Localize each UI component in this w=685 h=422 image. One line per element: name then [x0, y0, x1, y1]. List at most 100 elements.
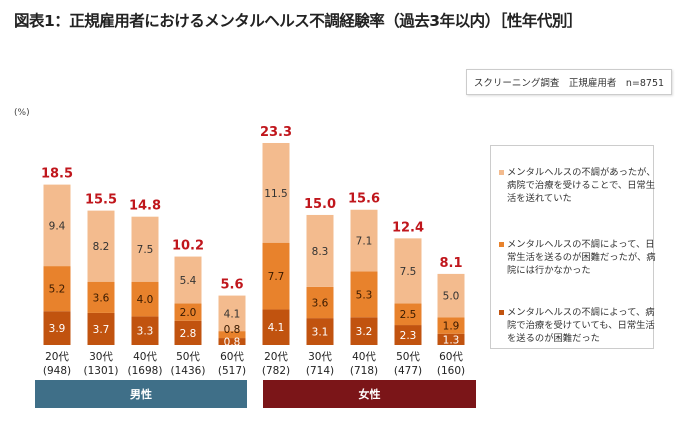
legend-item-untreated: メンタルヘルスの不調によって、日常生活を送るのが困難だったが、病院には行かなかっ…: [499, 238, 657, 277]
bar-segment: [131, 316, 159, 345]
total-label: 18.5: [41, 167, 73, 182]
bar-segment: [43, 311, 71, 345]
bar-segment: [306, 214, 334, 287]
segment-label: 5.2: [49, 284, 66, 296]
total-label: 8.1: [439, 256, 462, 271]
x-tick-n: (160): [437, 365, 465, 377]
bar-segment: [43, 266, 71, 312]
segment-label: 7.1: [356, 236, 373, 248]
segment-label: 2.8: [180, 328, 197, 340]
x-tick-n: (718): [350, 365, 378, 377]
segment-label: 2.0: [180, 307, 197, 319]
legend-text: メンタルヘルスの不調によって、病院で治療を受けていても、日常生活を送るのが困難だ…: [507, 307, 655, 344]
legend-swatch: [499, 242, 504, 247]
x-tick-age: 40代: [352, 351, 376, 363]
segment-label: 7.7: [268, 271, 285, 283]
segment-label: 1.9: [443, 320, 460, 332]
segment-label: 7.5: [400, 266, 417, 278]
total-label: 15.0: [304, 197, 336, 212]
x-tick-n: (477): [394, 365, 422, 377]
bar-segment: [394, 238, 422, 304]
segment-label: 3.7: [93, 324, 110, 336]
x-tick-n: (948): [43, 365, 71, 377]
y-unit-label: (%): [14, 108, 30, 118]
bar-segment: [87, 312, 115, 345]
bar-segment: [174, 320, 202, 345]
segment-label: 2.3: [400, 330, 417, 342]
total-label: 12.4: [392, 220, 424, 235]
x-tick-age: 60代: [439, 351, 463, 363]
segment-label: 3.9: [49, 323, 66, 335]
legend-item-treated: メンタルヘルスの不調があったが、病院で治療を受けることで、日常生活を送れていた: [499, 166, 657, 205]
segment-label: 2.5: [400, 309, 417, 321]
legend-swatch: [499, 170, 504, 175]
total-label: 23.3: [260, 125, 292, 140]
x-tick-age: 20代: [264, 351, 288, 363]
legend-swatch: [499, 310, 504, 315]
sample-note: スクリーニング調査 正規雇用者 n=8751: [466, 69, 672, 95]
bar-segment: [437, 333, 465, 345]
bar-segment: [262, 309, 290, 345]
group-band-female: 女性: [263, 380, 476, 408]
group-label-female: 女性: [358, 388, 381, 401]
bar-segment: [87, 210, 115, 282]
legend-item-difficult: メンタルヘルスの不調によって、病院で治療を受けていても、日常生活を送るのが困難だ…: [499, 306, 657, 345]
bar-segment: [437, 273, 465, 318]
x-tick-age: 50代: [396, 351, 420, 363]
bar-segment: [394, 303, 422, 326]
segment-label: 11.5: [264, 188, 287, 200]
bar-segment: [262, 142, 290, 243]
x-tick-n: (1301): [84, 365, 119, 377]
segment-label: 3.3: [137, 326, 154, 338]
segment-label: 9.4: [49, 220, 66, 232]
x-tick-age: 50代: [176, 351, 200, 363]
x-tick-n: (1436): [171, 365, 206, 377]
bar-segment: [437, 317, 465, 334]
x-tick-n: (517): [218, 365, 246, 377]
x-tick-n: (714): [306, 365, 334, 377]
segment-label: 0.8: [224, 337, 241, 349]
segment-label: 3.1: [312, 327, 329, 339]
bar-segment: [350, 209, 378, 272]
segment-label: 8.3: [312, 246, 329, 258]
bar-segment: [350, 271, 378, 318]
legend-text: メンタルヘルスの不調によって、日常生活を送るのが困難だったが、病院には行かなかっ…: [507, 239, 656, 276]
x-tick-age: 20代: [45, 351, 69, 363]
bar-segment: [394, 325, 422, 345]
bar-segment: [174, 303, 202, 321]
total-label: 10.2: [172, 239, 204, 254]
group-label-male: 男性: [130, 388, 152, 401]
segment-label: 5.4: [180, 275, 197, 287]
x-tick-age: 40代: [133, 351, 157, 363]
bar-segment: [131, 216, 159, 282]
bar-segment: [306, 286, 334, 319]
segment-label: 7.5: [137, 244, 154, 256]
x-tick-age: 30代: [308, 351, 332, 363]
x-tick-n: (1698): [128, 365, 163, 377]
segment-label: 0.8: [224, 324, 241, 336]
bar-segment: [218, 295, 246, 332]
total-label: 15.5: [85, 193, 117, 208]
segment-label: 5.3: [356, 289, 373, 301]
segment-label: 3.2: [356, 326, 373, 338]
bar-segment: [306, 318, 334, 345]
legend: メンタルヘルスの不調があったが、病院で治療を受けることで、日常生活を送れていた …: [490, 145, 657, 349]
x-tick-age: 30代: [89, 351, 113, 363]
chart-title: 図表1：正規雇用者におけるメンタルヘルス不調経験率（過去3年以内）［性年代別］: [14, 12, 582, 30]
bar-segment: [218, 331, 246, 339]
bar-segment: [174, 256, 202, 304]
bar-segment: [350, 317, 378, 345]
legend-text: メンタルヘルスの不調があったが、病院で治療を受けることで、日常生活を送れていた: [507, 167, 656, 204]
x-tick-n: (782): [262, 365, 290, 377]
segment-label: 1.3: [443, 334, 460, 346]
bar-segment: [218, 338, 246, 345]
group-band-male: 男性: [35, 380, 247, 408]
bar-segment: [262, 242, 290, 310]
segment-label: 3.6: [312, 298, 329, 310]
segment-label: 8.2: [93, 241, 110, 253]
bar-segment: [43, 184, 71, 267]
total-label: 15.6: [348, 192, 380, 207]
segment-label: 4.0: [137, 294, 154, 306]
total-label: 5.6: [220, 278, 243, 293]
